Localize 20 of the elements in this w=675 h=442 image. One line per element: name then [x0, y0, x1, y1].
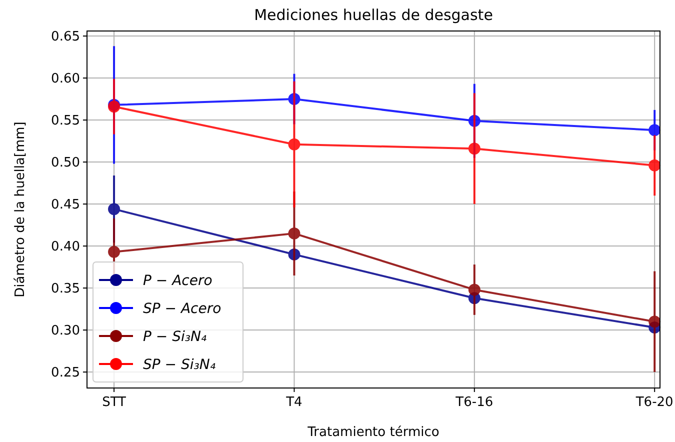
x-tick-label: T6-16 — [454, 395, 494, 410]
legend-label: P − Si₃N₄ — [143, 328, 207, 345]
legend-label: SP − Acero — [143, 300, 222, 317]
y-tick-label: 0.50 — [51, 156, 80, 171]
y-axis-title: Diámetro de la huella[mm] — [13, 122, 28, 298]
legend-label: SP − Si₃N₄ — [143, 356, 216, 373]
x-tick-label: STT — [102, 395, 126, 410]
y-tick-label: 0.65 — [51, 30, 80, 45]
y-tick-label: 0.35 — [51, 282, 80, 297]
x-axis-title: Tratamiento térmico — [306, 425, 440, 440]
x-tick-label: T4 — [285, 395, 302, 410]
y-tick-label: 0.30 — [51, 324, 80, 339]
x-tick-label: T6-20 — [634, 395, 674, 410]
y-tick-label: 0.25 — [51, 366, 80, 381]
y-tick-label: 0.40 — [51, 240, 80, 255]
y-tick-label: 0.60 — [51, 72, 80, 87]
y-tick-label: 0.45 — [51, 198, 80, 213]
y-tick-label: 0.55 — [51, 114, 80, 129]
chart-title: Mediciones huellas de desgaste — [254, 6, 493, 24]
legend-label: P − Acero — [143, 272, 212, 289]
